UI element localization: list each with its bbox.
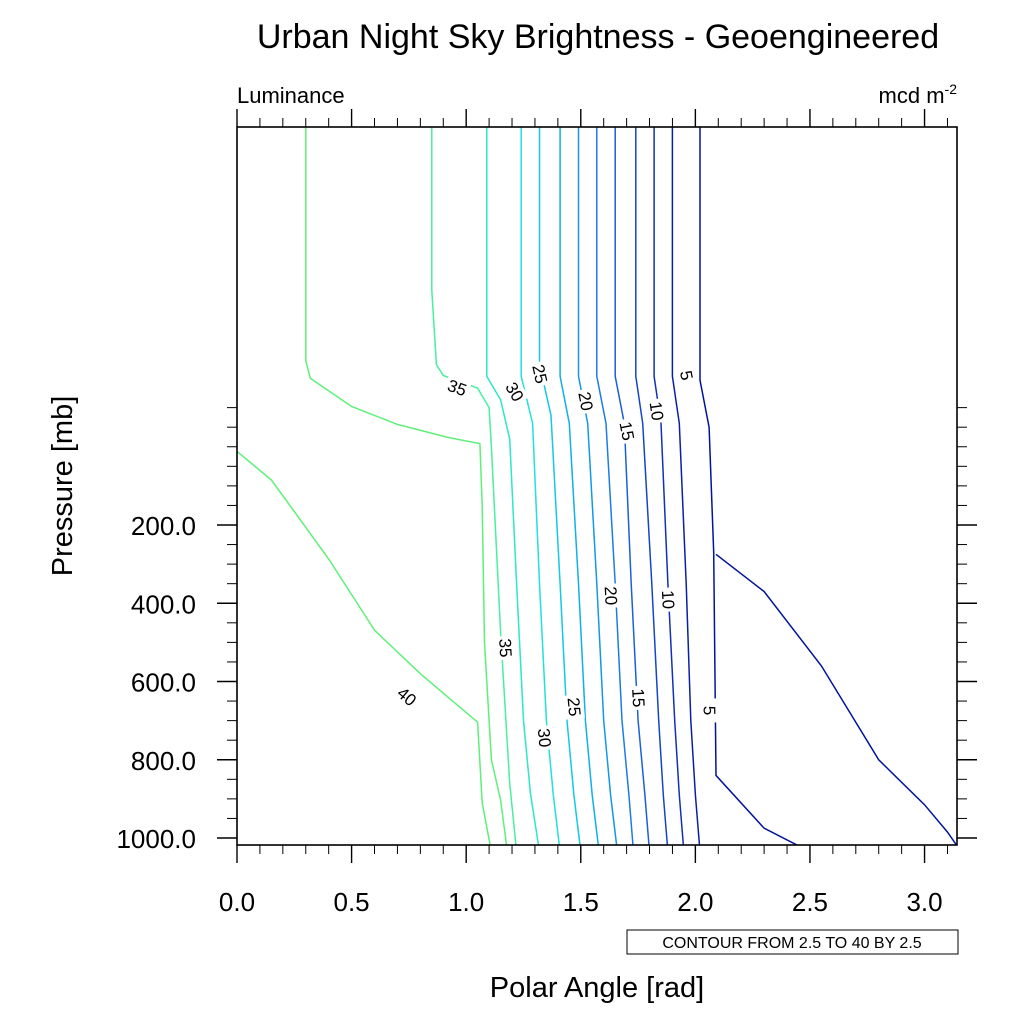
contour-label-bg-11-0 xyxy=(644,397,668,425)
contour-label-bg-2-1 xyxy=(494,635,516,661)
y-axis-label: Pressure [mb] xyxy=(47,396,79,577)
contour-line-27-5-4 xyxy=(520,127,561,845)
contour-label-40-0-0: 40 xyxy=(393,683,420,710)
contour-label-10-11-1: 10 xyxy=(658,590,678,610)
axis-ticks xyxy=(217,109,977,863)
contour-label-bg-0-0 xyxy=(391,681,423,713)
axis-tick-labels: 0.0 0.5 1.0 1.5 2.0 2.5 3.0 200.0 400.0 600.0 800.… xyxy=(116,511,942,917)
contour-line-22-5-6 xyxy=(559,127,600,845)
contour-label-10-11-0: 10 xyxy=(646,400,668,421)
contour-line-10-11 xyxy=(653,127,685,845)
units-exponent: -2 xyxy=(945,81,958,97)
x-tick-label-3: 1.5 xyxy=(563,887,599,917)
contour-line-40-1 xyxy=(305,127,508,845)
contour-label-bg-2-0 xyxy=(442,374,472,402)
contour-label-bg-9-0 xyxy=(614,417,639,445)
contour-label-25-5-1: 25 xyxy=(564,697,585,718)
x-tick-label-5: 2.5 xyxy=(792,887,828,917)
y-tick-label-4: 1000.0 xyxy=(116,824,196,854)
right-string: mcd m-2 xyxy=(879,81,958,108)
contour-line-5-14 xyxy=(715,553,957,845)
contour-line-35-2 xyxy=(431,127,517,845)
contour-info-box xyxy=(626,929,959,955)
contour-label-bg-13-1 xyxy=(699,698,720,723)
y-tick-label-1: 400.0 xyxy=(131,589,196,619)
contour-info-text: CONTOUR FROM 2.5 TO 40 BY 2.5 xyxy=(662,935,921,952)
x-tick-label-2: 1.0 xyxy=(448,887,484,917)
contour-line-40-0 xyxy=(237,450,491,845)
contour-label-5-13-1: 5 xyxy=(700,706,719,716)
y-tick-label-0: 200.0 xyxy=(131,511,196,541)
x-tick-label-0: 0.0 xyxy=(219,887,255,917)
contour-label-35-2-1: 35 xyxy=(495,638,515,658)
contour-label-bg-3-0 xyxy=(499,376,530,408)
contour-label-bg-9-1 xyxy=(627,685,649,711)
contour-line-15-9 xyxy=(614,127,650,845)
contour-line-30-3 xyxy=(486,127,540,845)
x-tick-label-6: 3.0 xyxy=(906,887,942,917)
contour-label-bg-7-0 xyxy=(573,387,598,416)
x-axis-label: Polar Angle [rad] xyxy=(490,972,704,1004)
contour-label-bg-3-1 xyxy=(532,724,556,751)
contour-line-12-5-10 xyxy=(635,127,669,845)
contour-line-5-13 xyxy=(699,127,799,845)
contour-label-25-5-0: 25 xyxy=(528,363,551,386)
contour-label-20-7-1: 20 xyxy=(601,586,621,606)
contour-label-15-9-0: 15 xyxy=(615,420,637,442)
contour-label-bg-7-1 xyxy=(599,583,622,609)
contour-label-bg-5-1 xyxy=(562,694,585,720)
contour-line-20-7 xyxy=(577,127,618,845)
x-tick-label-4: 2.0 xyxy=(677,887,713,917)
y-tick-label-2: 600.0 xyxy=(131,668,196,698)
contour-label-5-13-0: 5 xyxy=(676,369,696,382)
contour-label-20-7-0: 20 xyxy=(574,390,596,412)
contour-label-30-3-1: 30 xyxy=(534,727,555,748)
units-text: mcd m xyxy=(879,83,945,108)
contour-line-7-5-12 xyxy=(671,127,701,845)
x-tick-label-1: 0.5 xyxy=(334,887,370,917)
contour-label-bg-13-0 xyxy=(674,361,699,390)
plot-frame xyxy=(236,126,958,846)
left-string: Luminance xyxy=(237,83,345,108)
y-tick-label-3: 800.0 xyxy=(131,746,196,776)
contour-label-bg-11-1 xyxy=(657,587,679,613)
contour-label-bg-5-0 xyxy=(527,360,552,388)
chart-title: Urban Night Sky Brightness - Geoengineer… xyxy=(257,18,939,56)
contour-label-15-9-1: 15 xyxy=(628,688,648,708)
